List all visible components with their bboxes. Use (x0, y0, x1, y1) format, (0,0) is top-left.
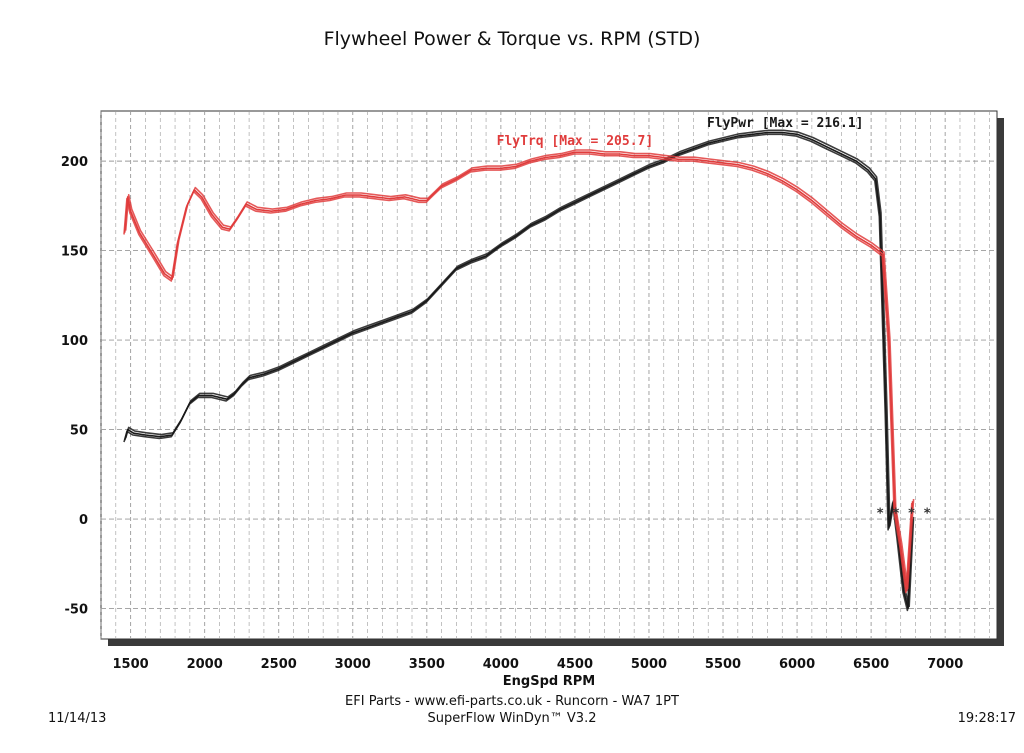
x-tick-label: 4000 (483, 657, 519, 672)
annotation-label: FlyTrq [Max = 205.7] (497, 134, 654, 149)
annotations: FlyPwr [Max = 216.1] FlyTrq [Max = 205.7]… (497, 116, 932, 521)
series-lines (123, 129, 915, 612)
y-tick-label: 50 (70, 424, 88, 439)
y-tick-label: 200 (61, 155, 88, 170)
series-line-flypwr (124, 129, 915, 608)
x-tick-label: 5500 (705, 657, 741, 672)
x-tick-labels: 1500 2000 2500 3000 3500 4000 4500 5000 5500 6000… (113, 657, 964, 672)
footer-company: EFI Parts - www.efi-parts.co.uk - Runcor… (345, 694, 679, 709)
annotation-label: FlyPwr [Max = 216.1] (707, 116, 864, 131)
x-tick-label: 4500 (557, 657, 593, 672)
x-tick-label: 6000 (779, 657, 815, 672)
y-tick-label: -50 (65, 603, 89, 618)
y-tick-labels: -50 0 50 100 150 200 (61, 155, 88, 617)
footer-software: SuperFlow WinDyn™ V3.2 (427, 711, 597, 726)
y-tick-label: 150 (61, 245, 88, 260)
series-line-flypwr (123, 133, 913, 612)
series-line-flytrq (123, 151, 914, 592)
x-tick-label: 2000 (187, 657, 223, 672)
x-tick-label: 3000 (335, 657, 371, 672)
footer-date: 11/14/13 (48, 711, 107, 726)
series-line-flytrq (123, 153, 913, 594)
x-tick-label: 1500 (113, 657, 149, 672)
series-line-flypwr (123, 131, 914, 610)
y-tick-label: 0 (79, 513, 88, 528)
x-axis-label: EngSpd RPM (503, 674, 595, 689)
x-tick-label: 6500 (853, 657, 889, 672)
annotation-label: * * * * (876, 506, 931, 521)
x-tick-label: 7000 (927, 657, 963, 672)
x-tick-label: 2500 (261, 657, 297, 672)
x-tick-label: 5000 (631, 657, 667, 672)
footer-time: 19:28:17 (957, 711, 1016, 726)
chart-title: Flywheel Power & Torque vs. RPM (STD) (323, 28, 701, 50)
series-line-flytrq (124, 149, 915, 590)
plot-area (100, 110, 998, 640)
x-tick-label: 3500 (409, 657, 445, 672)
y-tick-label: 100 (61, 334, 88, 349)
